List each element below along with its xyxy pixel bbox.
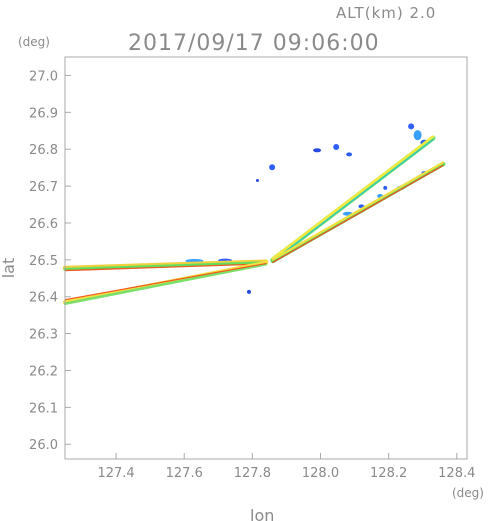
y-tick-label-10: 27.0 [29, 69, 58, 84]
echo-point-1 [413, 130, 422, 141]
axis-ticks: 127.4 127.6 127.8 128.0 128.2 128.4 26.0 26.1 26… [29, 69, 475, 481]
y-tick-label-2: 26.2 [29, 364, 58, 379]
plot-area [62, 123, 446, 306]
beam-line-8 [272, 139, 434, 262]
altitude-label: ALT(km) 2.0 [336, 4, 436, 22]
y-tick-label-4: 26.4 [29, 291, 58, 306]
x-tick-label-5: 128.4 [438, 466, 475, 481]
y-axis-label: lat [0, 258, 18, 279]
y-tick-label-3: 26.3 [29, 328, 58, 343]
chart-title: 2017/09/17 09:06:00 [128, 31, 380, 56]
echo-point-4 [313, 148, 322, 153]
x-tick-label-3: 128.0 [302, 466, 339, 481]
beam-line-10 [271, 161, 445, 261]
beam-line-2 [64, 263, 267, 272]
x-axis-label: lon [250, 506, 274, 521]
y-tick-label-7: 26.7 [29, 180, 58, 195]
beam-line-4 [63, 262, 268, 306]
beam-line-11 [272, 164, 444, 264]
beam-line-1 [63, 261, 268, 271]
echo-point-0 [408, 123, 415, 130]
echo-point-3 [333, 143, 340, 150]
x-tick-label-0: 127.4 [97, 466, 134, 481]
y-tick-label-9: 26.9 [29, 106, 58, 121]
y-unit-label: (deg) [18, 35, 50, 49]
beam-line-5 [64, 262, 267, 301]
y-tick-label-1: 26.1 [29, 401, 58, 416]
y-tick-label-0: 26.0 [29, 438, 58, 453]
x-unit-label: (deg) [452, 486, 484, 500]
x-tick-label-4: 128.2 [370, 466, 407, 481]
echo-point-8 [383, 185, 388, 190]
y-tick-label-8: 26.8 [29, 143, 58, 158]
echo-point-15 [246, 289, 251, 294]
echo-point-7 [255, 179, 259, 183]
beam-line-9 [270, 161, 446, 264]
beam-line-7 [271, 135, 435, 260]
echo-point-6 [269, 164, 276, 171]
echo-point-5 [346, 152, 353, 157]
plot-frame [64, 56, 468, 460]
x-tick-label-2: 127.8 [234, 466, 271, 481]
y-tick-label-5: 26.5 [29, 254, 58, 269]
x-tick-label-1: 127.6 [166, 466, 203, 481]
y-tick-label-6: 26.6 [29, 217, 58, 232]
